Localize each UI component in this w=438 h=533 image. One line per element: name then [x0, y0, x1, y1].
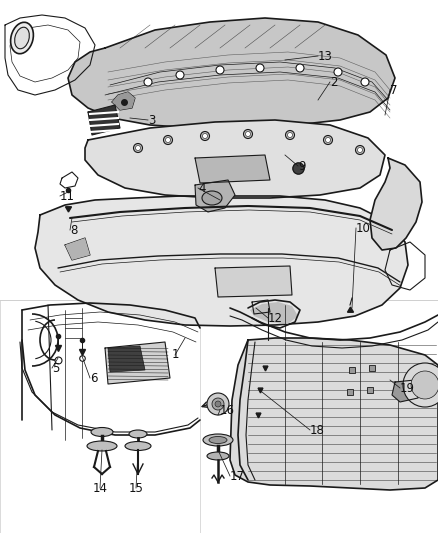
Text: 1: 1	[171, 349, 179, 361]
Text: 10: 10	[356, 222, 371, 235]
Ellipse shape	[14, 27, 29, 49]
Polygon shape	[250, 302, 298, 324]
Text: 3: 3	[148, 114, 155, 126]
Text: 8: 8	[70, 223, 78, 237]
Circle shape	[256, 64, 264, 72]
Polygon shape	[392, 380, 418, 402]
Text: 2: 2	[330, 76, 338, 88]
Circle shape	[325, 138, 331, 142]
Polygon shape	[35, 196, 408, 326]
Polygon shape	[195, 155, 270, 183]
Polygon shape	[195, 180, 235, 212]
Polygon shape	[88, 105, 120, 135]
Circle shape	[202, 133, 208, 139]
Circle shape	[411, 371, 438, 399]
Circle shape	[201, 132, 209, 141]
Text: 17: 17	[230, 470, 245, 482]
Circle shape	[296, 64, 304, 72]
Circle shape	[134, 143, 142, 152]
Polygon shape	[65, 238, 90, 260]
Text: 4: 4	[198, 182, 205, 195]
Ellipse shape	[212, 398, 224, 410]
Text: 12: 12	[268, 311, 283, 325]
Polygon shape	[112, 92, 135, 110]
Ellipse shape	[207, 393, 229, 415]
Text: 9: 9	[298, 159, 305, 173]
Circle shape	[144, 78, 152, 86]
Text: 11: 11	[60, 190, 75, 203]
Polygon shape	[108, 346, 145, 372]
Circle shape	[334, 68, 342, 76]
Circle shape	[244, 130, 252, 139]
Polygon shape	[230, 338, 438, 490]
Circle shape	[324, 135, 332, 144]
Ellipse shape	[202, 191, 222, 205]
Ellipse shape	[215, 401, 221, 407]
Polygon shape	[105, 342, 170, 384]
Text: 15: 15	[129, 481, 143, 495]
Text: 18: 18	[310, 424, 325, 437]
Text: 19: 19	[400, 382, 415, 394]
Text: 6: 6	[90, 372, 98, 384]
Ellipse shape	[91, 427, 113, 437]
Ellipse shape	[87, 441, 117, 451]
Ellipse shape	[207, 452, 229, 460]
Ellipse shape	[11, 22, 33, 54]
Circle shape	[356, 146, 364, 155]
Text: 7: 7	[390, 84, 398, 96]
Circle shape	[216, 66, 224, 74]
Ellipse shape	[125, 441, 151, 450]
Text: 16: 16	[220, 403, 235, 416]
Circle shape	[286, 131, 294, 140]
Text: 5: 5	[52, 361, 60, 375]
Circle shape	[246, 132, 251, 136]
Circle shape	[163, 135, 173, 144]
Polygon shape	[85, 120, 385, 198]
Polygon shape	[68, 18, 395, 128]
Circle shape	[357, 148, 363, 152]
Circle shape	[135, 146, 141, 150]
Text: 14: 14	[92, 481, 107, 495]
Circle shape	[361, 78, 369, 86]
Circle shape	[166, 138, 170, 142]
Ellipse shape	[129, 430, 147, 438]
Circle shape	[287, 133, 293, 138]
Circle shape	[176, 71, 184, 79]
Polygon shape	[215, 266, 292, 297]
Polygon shape	[370, 158, 422, 250]
Ellipse shape	[209, 437, 227, 443]
Text: 13: 13	[318, 50, 333, 62]
Circle shape	[403, 363, 438, 407]
Ellipse shape	[203, 434, 233, 446]
